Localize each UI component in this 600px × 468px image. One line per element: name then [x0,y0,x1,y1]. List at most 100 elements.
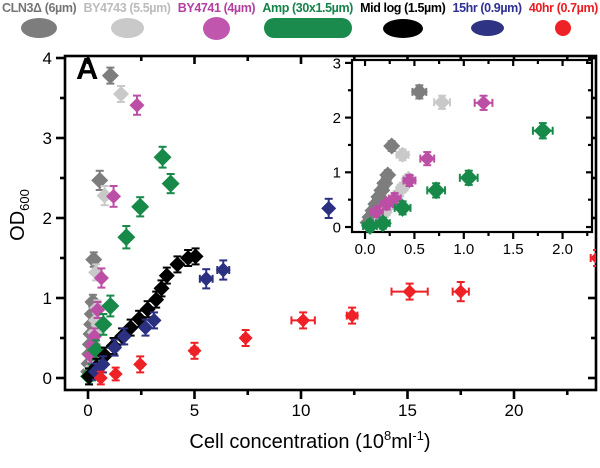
legend-item-by4743: BY4743 (5.5µm) [83,1,171,40]
data-point-marker [460,12,477,29]
legend-label-cln3: CLN3Δ (6µm) [2,1,77,15]
main-plot-axes-y-tick-label: 2 [43,209,52,228]
y-axis-title-text: OD600 [7,189,32,241]
data-point-marker [387,191,403,207]
inset-plot-axes-y-tick-label: 2 [333,110,341,127]
data-point-marker [393,198,412,217]
legend-label-15hr: 15hr (0.9µm) [452,1,523,15]
main-plot-axes-y-tick-label: 3 [43,129,52,148]
legend-label-40hr: 40hr (0.7µm) [528,1,599,15]
data-point-marker [360,216,379,235]
data-point-marker [215,262,231,278]
inset-plot-axes-x-tick-label: 1.0 [453,241,474,258]
data-point-marker [459,168,478,187]
main-plot-axes-x-tick-label: 10 [292,401,311,420]
legend-swatch-40hr-cell-shape-icon [555,20,572,36]
data-point-marker [510,25,526,41]
data-point-marker [321,200,337,216]
data-point-marker [94,315,113,334]
main-plot-points [80,66,596,386]
data-point-marker [410,83,428,101]
data-point-marker [85,251,103,269]
legend-item-cln3: CLN3Δ (6µm) [2,1,77,40]
inset-plot-axes-x-tick-label: 0.5 [404,241,425,258]
main-plot-axes-y-tick-label: 1 [43,289,52,308]
series-40hr [93,249,596,386]
data-point-marker [434,94,451,111]
data-point-marker [133,357,148,372]
data-point-marker [131,197,150,216]
legend-swatch-by4741-cell-shape-icon [202,16,230,40]
main-plot-axes: 0 5 10 15 20 0 1 2 3 4 [43,49,598,420]
data-point-marker [476,95,492,111]
inset-plot-points [359,12,600,235]
inset-plot-axes-x-tick-label: 1.5 [503,241,524,258]
data-point-marker [91,171,109,189]
inset-plot-axes-y-tick-label: 0 [333,219,341,236]
data-point-marker [585,33,600,48]
legend: CLN3Δ (6µm) BY4743 (5.5µm) BY4741 (4µm) Amp… [0,0,600,46]
series-15hr [87,197,337,381]
data-point-marker [138,320,154,336]
series-by4741 [369,33,600,220]
main-plot-axes-x-tick-label: 15 [398,401,417,420]
data-point-marker [116,328,132,344]
legend-label-midlog: Mid log (1.5µm) [360,1,446,15]
data-point-marker [187,248,204,265]
data-point-marker [198,271,214,287]
inset-plot-axes-x-tick-label: 2.0 [552,241,573,258]
data-point-marker [108,367,123,381]
data-point-marker [238,331,253,345]
data-point-marker [402,284,417,299]
data-point-marker [394,146,411,163]
data-point-marker [453,284,468,299]
data-point-marker [129,97,145,113]
legend-label-amp: Amp (30x1.5µm) [262,1,353,15]
data-point-marker [146,312,162,328]
inset-plot-axes-x-tick-label: 0.0 [355,241,376,258]
data-point-marker [161,174,180,193]
data-point-marker [101,297,120,315]
data-point-marker [169,256,186,273]
data-point-marker [93,371,108,385]
x-axis-title-text: Cell concentration (108ml-1) [189,428,430,453]
main-plot-axes-y-tick-label: 4 [43,49,52,68]
data-point-marker [106,188,122,204]
legend-label-by4741: BY4741 (4µm) [177,1,256,15]
data-point-marker [401,173,417,189]
data-point-marker [187,343,202,358]
main-plot-axes-x-tick-label: 20 [505,401,524,420]
data-point-marker [373,214,392,233]
data-point-marker [101,67,119,85]
legend-swatch-amp-cell-shape-icon [263,18,352,38]
data-point-marker [107,340,123,356]
main-plot-axes-y-tick-label: 0 [43,369,52,388]
series-amp [360,121,554,235]
main-plot-axes-x-tick-label: 5 [190,401,199,420]
data-point-marker [379,166,397,184]
data-point-marker [117,228,136,247]
legend-item-by4741: BY4741 (4µm) [177,1,256,40]
legend-swatch-15hr-cell-shape-icon [470,20,504,36]
y-axis-title: OD600 [7,189,32,241]
data-point-marker [96,187,113,204]
data-point-marker [158,267,175,284]
x-axis-title: Cell concentration (108ml-1) [189,428,430,453]
legend-item-15hr: 15hr (0.9µm) [453,1,522,40]
legend-item-amp: Amp (30x1.5µm) [262,1,353,40]
legend-item-40hr: 40hr (0.7µm) [529,1,598,40]
inset-plot-axes-y-tick-label: 3 [333,55,341,72]
legend-swatch-cln3-cell-shape-icon [21,18,58,38]
legend-swatch-by4743-cell-shape-icon [110,18,144,38]
data-point-marker [533,121,552,140]
series-by4741 [83,94,145,365]
data-point-marker [590,252,596,264]
data-point-marker [419,151,435,167]
data-point-marker [113,86,130,102]
inset-plot-axes-y-tick-label: 1 [333,165,341,182]
legend-item-midlog: Mid log (1.5µm) [360,1,446,40]
data-point-marker [93,270,109,286]
panel-label: A [76,51,99,86]
